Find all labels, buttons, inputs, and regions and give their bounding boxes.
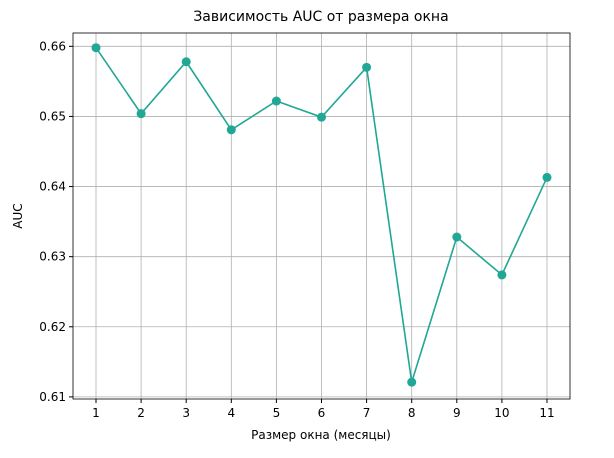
marker <box>317 112 326 122</box>
x-tick-label: 5 <box>273 406 281 420</box>
x-tick-label: 1 <box>92 406 100 420</box>
y-tick-label: 0.63 <box>39 250 66 264</box>
x-tick-label: 8 <box>408 406 416 420</box>
marker <box>136 109 146 119</box>
marker <box>542 172 552 182</box>
marker <box>407 377 417 387</box>
marker <box>181 57 191 67</box>
marker <box>452 232 462 242</box>
x-tick-label: 10 <box>494 406 509 420</box>
marker <box>226 125 236 135</box>
y-tick-label: 0.65 <box>39 109 66 123</box>
x-tick-label: 11 <box>539 406 554 420</box>
marker <box>497 270 507 280</box>
y-tick-label: 0.62 <box>39 320 66 334</box>
x-tick-label: 9 <box>453 406 461 420</box>
y-axis-label: AUC <box>11 203 25 228</box>
y-tick-label: 0.61 <box>39 390 66 404</box>
marker <box>362 62 372 72</box>
chart-title: Зависимость AUC от размера окна <box>193 9 448 25</box>
marker <box>91 43 101 53</box>
x-tick-label: 3 <box>182 406 190 420</box>
y-tick-label: 0.64 <box>39 180 66 194</box>
x-tick-label: 6 <box>318 406 326 420</box>
marker <box>271 96 281 106</box>
x-tick-label: 2 <box>137 406 145 420</box>
x-tick-label: 7 <box>363 406 371 420</box>
x-axis-label: Размер окна (месяцы) <box>251 428 391 442</box>
y-tick-label: 0.66 <box>39 39 66 53</box>
plot-frame <box>72 32 571 400</box>
x-tick-label: 4 <box>227 406 235 420</box>
